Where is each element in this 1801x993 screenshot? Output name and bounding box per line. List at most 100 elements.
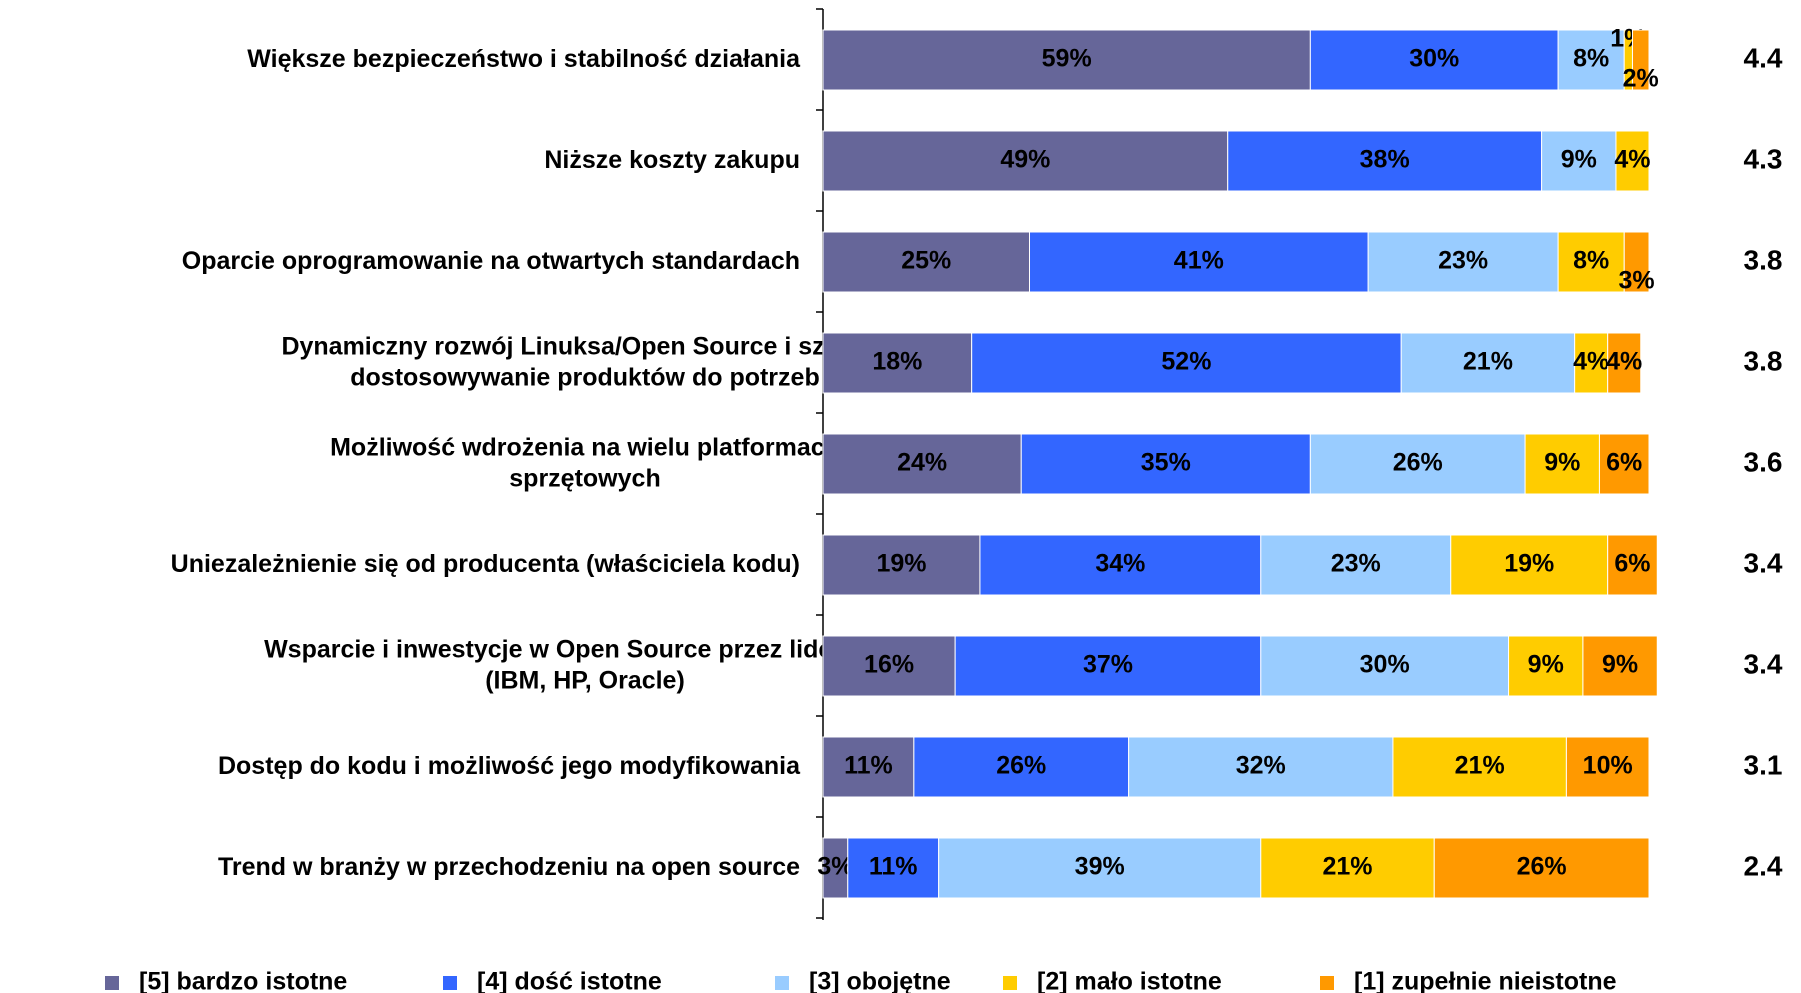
value-label: 19%: [1504, 550, 1554, 578]
value-label: 49%: [1000, 146, 1050, 174]
category-label: Dostęp do kodu i możliwość jego modyfiko…: [218, 752, 801, 780]
legend-swatch: [775, 976, 789, 990]
value-label: 6%: [1614, 550, 1650, 578]
value-label: 11%: [844, 752, 893, 780]
value-label: 6%: [1606, 449, 1642, 477]
score-label: 3.8: [1744, 244, 1783, 275]
value-label: 8%: [1573, 247, 1609, 275]
value-label: 32%: [1236, 752, 1286, 780]
value-label: 9%: [1544, 449, 1580, 477]
bar-segment: [1607, 332, 1642, 394]
value-label: 3%: [1619, 267, 1655, 295]
bar-segment: [1400, 332, 1576, 394]
bar-segment: [822, 29, 1311, 91]
bar-segment: [1508, 635, 1584, 697]
bar-segment: [1029, 231, 1369, 293]
bar-segment: [1367, 231, 1559, 293]
value-label: 19%: [876, 550, 926, 578]
value-label: 16%: [864, 651, 914, 679]
bar-segment: [979, 534, 1262, 596]
legend-label: [3] obojętne: [809, 968, 951, 993]
value-label: 10%: [1583, 752, 1633, 780]
legend-swatch: [443, 976, 457, 990]
score-label: 3.6: [1744, 446, 1783, 477]
value-label: 23%: [1438, 247, 1488, 275]
score-label: 4.4: [1744, 42, 1783, 73]
legend-label: [4] dość istotne: [477, 968, 662, 993]
bar-segment: [822, 837, 849, 899]
value-label: 21%: [1455, 752, 1505, 780]
bar-segment: [1607, 534, 1658, 596]
value-label: 4%: [1573, 348, 1609, 376]
bar-segment: [822, 130, 1229, 192]
bar-segment: [1574, 332, 1609, 394]
bar-segment: [1309, 433, 1526, 495]
bar-segment: [1128, 736, 1394, 798]
legend-swatch: [1320, 976, 1334, 990]
legend-label: [1] zupełnie nieistotne: [1354, 968, 1617, 993]
value-label: 25%: [901, 247, 951, 275]
value-label: 26%: [996, 752, 1046, 780]
bar-segment: [1631, 29, 1650, 91]
bar-segment: [822, 433, 1022, 495]
bar-segment: [1541, 130, 1617, 192]
value-label: 34%: [1095, 550, 1145, 578]
bar-segment: [1615, 130, 1650, 192]
category-label: Trend w branży w przechodzeniu na open s…: [218, 853, 800, 881]
value-label: 18%: [872, 348, 922, 376]
bar-segment: [1392, 736, 1567, 798]
legend-label: [5] bardzo istotne: [139, 968, 347, 993]
bar-segment: [1557, 231, 1625, 293]
bar-segment: [1623, 231, 1650, 293]
value-label: 26%: [1517, 853, 1567, 881]
value-label: 30%: [1360, 651, 1410, 679]
value-label: 35%: [1141, 449, 1191, 477]
bar-segment: [1598, 433, 1650, 495]
value-label: 21%: [1463, 348, 1513, 376]
bar-segment: [822, 635, 956, 697]
value-label: 9%: [1602, 651, 1638, 679]
value-label: 39%: [1075, 853, 1125, 881]
value-label: 52%: [1161, 348, 1211, 376]
category-label: Dynamiczny rozwój Linuksa/Open Source i …: [281, 332, 888, 391]
category-label: Oparcie oprogramowanie na otwartych stan…: [182, 247, 800, 275]
value-label: 9%: [1528, 651, 1564, 679]
score-label: 3.4: [1744, 547, 1783, 578]
legend-swatch: [1003, 976, 1017, 990]
category-label: Większe bezpieczeństwo i stabilność dzia…: [247, 45, 801, 73]
value-label: 26%: [1393, 449, 1443, 477]
bar-segment: [1260, 837, 1435, 899]
value-label: 9%: [1561, 146, 1597, 174]
legend-swatch: [105, 976, 119, 990]
category-label: Niższe koszty zakupu: [544, 146, 800, 174]
score-label: 3.1: [1744, 749, 1783, 780]
value-label: 37%: [1083, 651, 1133, 679]
bar-segment: [1565, 736, 1650, 798]
bar-segment: [971, 332, 1402, 394]
value-label: 8%: [1573, 45, 1609, 73]
bar-segment: [1450, 534, 1609, 596]
score-label: 3.4: [1744, 648, 1783, 679]
value-label: 41%: [1174, 247, 1224, 275]
category-label: Możliwość wdrożenia na wielu platformach…: [330, 433, 840, 492]
score-label: 3.8: [1744, 345, 1783, 376]
value-label: 4%: [1606, 348, 1642, 376]
value-label: 2%: [1623, 65, 1659, 93]
score-label: 4.3: [1744, 143, 1783, 174]
bar-segment: [1309, 29, 1559, 91]
value-label: 24%: [897, 449, 947, 477]
bar-segment: [822, 736, 915, 798]
value-label: 11%: [869, 853, 918, 881]
bar-segment: [1020, 433, 1311, 495]
bar-segment: [1260, 534, 1452, 596]
bar-segment: [1433, 837, 1650, 899]
score-label: 2.4: [1744, 850, 1783, 881]
bar-segment: [913, 736, 1130, 798]
legend-label: [2] mało istotne: [1037, 968, 1222, 993]
value-label: 59%: [1042, 45, 1092, 73]
bar-segment: [1582, 635, 1658, 697]
bar-segment: [822, 332, 973, 394]
value-label: 38%: [1360, 146, 1410, 174]
value-label: 21%: [1322, 853, 1372, 881]
